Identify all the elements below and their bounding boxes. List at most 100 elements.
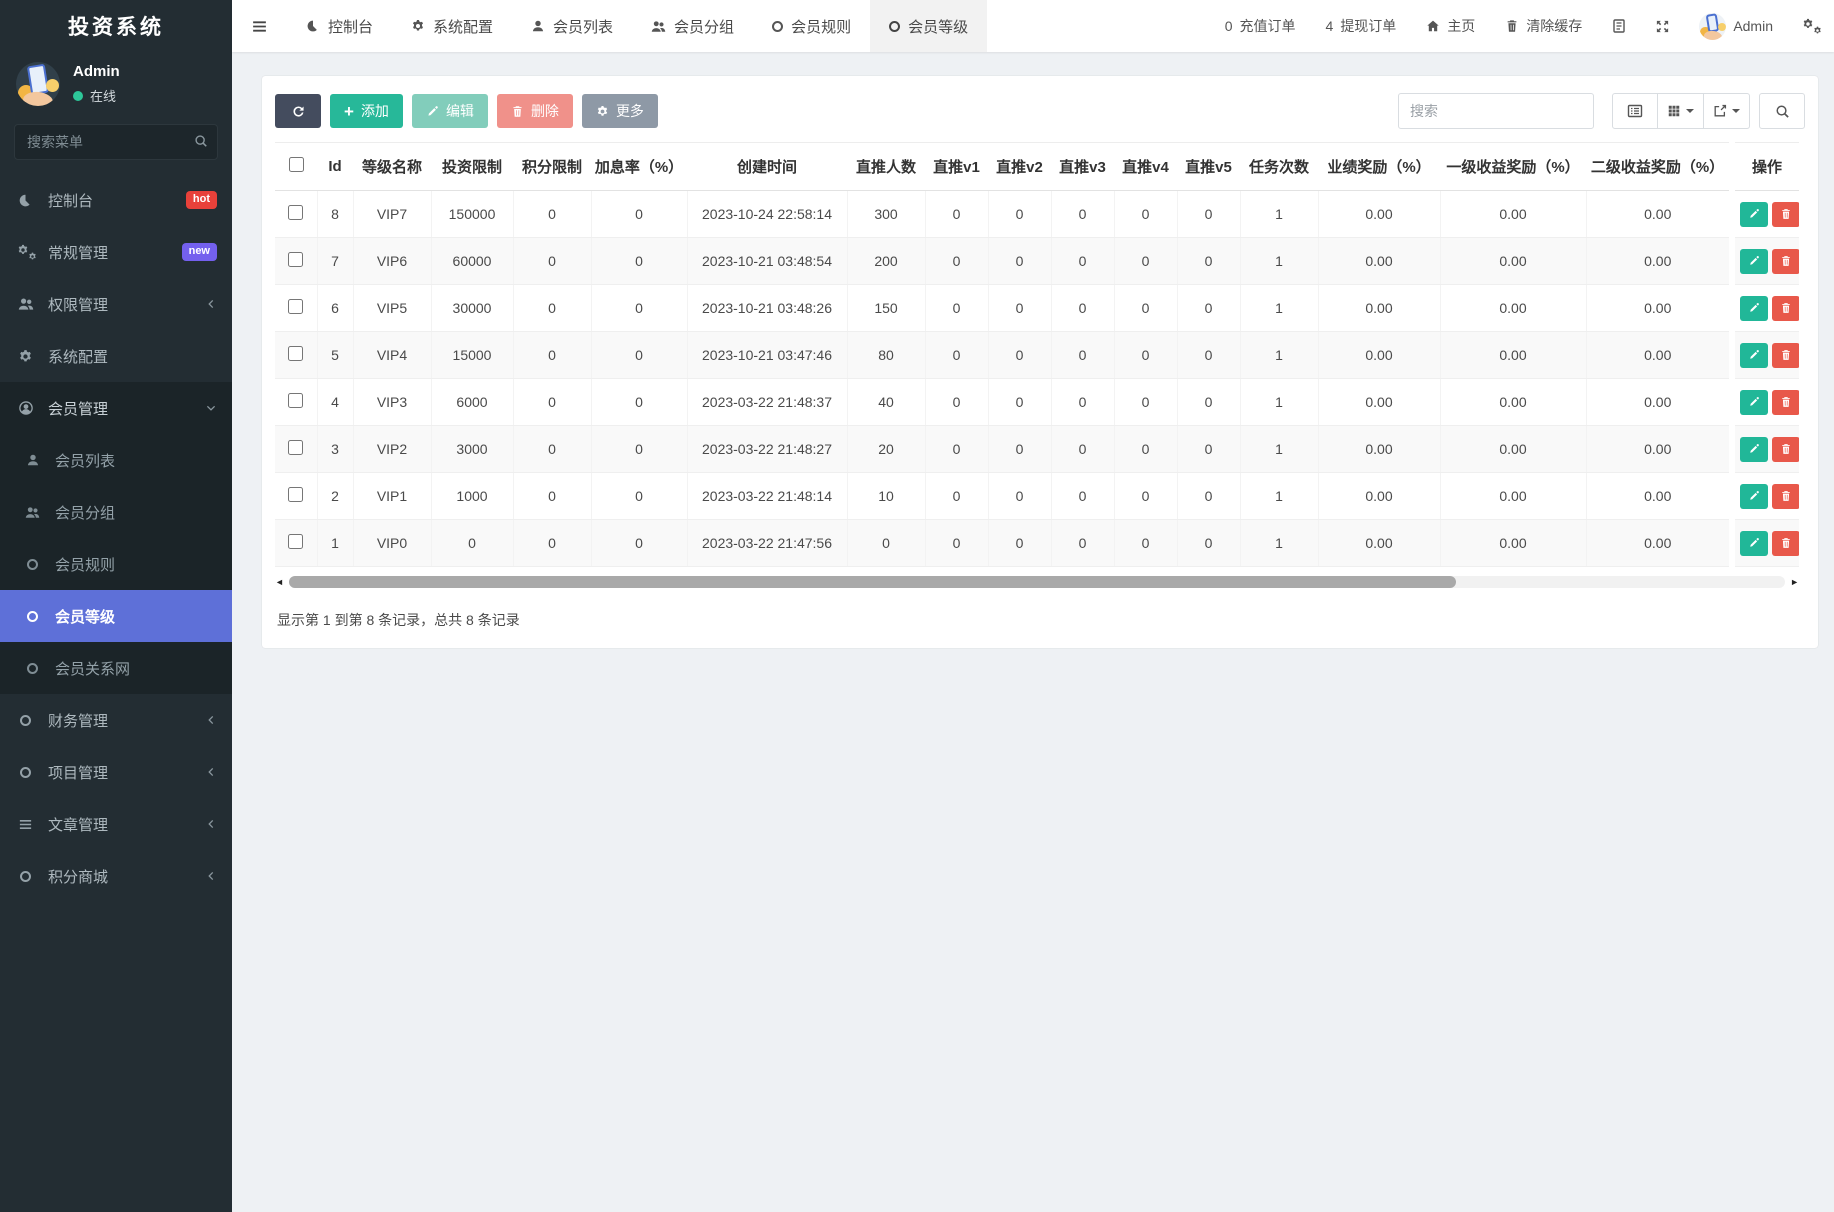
row-checkbox[interactable] bbox=[288, 252, 304, 267]
sidebar-item-articles[interactable]: 文章管理 bbox=[0, 798, 232, 850]
sidebar-item-member-groups[interactable]: 会员分组 bbox=[0, 486, 232, 538]
delete-row-button[interactable] bbox=[1772, 483, 1799, 509]
fullscreen-icon[interactable] bbox=[1641, 0, 1684, 52]
edit-row-button[interactable] bbox=[1740, 201, 1768, 227]
edit-row-button[interactable] bbox=[1740, 295, 1768, 321]
scrollbar-track[interactable] bbox=[288, 576, 1786, 588]
edit-row-button[interactable] bbox=[1740, 530, 1768, 556]
cell-direct-count: 20 bbox=[847, 425, 926, 473]
columns-dropdown-button[interactable] bbox=[1658, 93, 1704, 129]
cell-created-at: 2023-03-22 21:48:14 bbox=[687, 472, 848, 520]
sidebar-item-projects[interactable]: 项目管理 bbox=[0, 746, 232, 798]
sidebar-item-member-list[interactable]: 会员列表 bbox=[0, 434, 232, 486]
add-button[interactable]: + 添加 bbox=[330, 94, 403, 128]
column-header-level1-reward: 一级收益奖励（%） bbox=[1440, 142, 1586, 191]
withdraw-orders-link[interactable]: 4 提现订单 bbox=[1311, 0, 1412, 52]
tab-label: 控制台 bbox=[328, 18, 374, 36]
advanced-search-button[interactable] bbox=[1759, 93, 1805, 129]
cell-level2-reward: 0.00 bbox=[1586, 284, 1733, 332]
table-row: 8 VIP7 150000 0 0 2023-10-24 22:58:14 30… bbox=[275, 190, 1799, 238]
row-select-cell bbox=[275, 519, 318, 567]
cell-direct-count: 10 bbox=[847, 472, 926, 520]
sidebar-item-member-levels[interactable]: 会员等级 bbox=[0, 590, 232, 642]
language-icon[interactable] bbox=[1597, 0, 1641, 52]
row-checkbox[interactable] bbox=[288, 205, 304, 220]
delete-button[interactable]: 删除 bbox=[496, 94, 573, 128]
table-search-input[interactable] bbox=[1398, 93, 1594, 129]
hamburger-menu-icon[interactable] bbox=[232, 0, 287, 52]
export-dropdown-button[interactable] bbox=[1704, 93, 1750, 129]
content-area: + 添加 编辑 删除 更多 bbox=[232, 52, 1834, 648]
sidebar-item-system-config[interactable]: 系统配置 bbox=[0, 330, 232, 382]
cell-level1-reward: 0.00 bbox=[1440, 190, 1587, 238]
scroll-right-arrow-icon[interactable]: ► bbox=[1790, 576, 1799, 587]
edit-row-button[interactable] bbox=[1740, 483, 1768, 509]
cell-created-at: 2023-10-21 03:48:26 bbox=[687, 284, 848, 332]
sidebar-item-label: 文章管理 bbox=[48, 816, 109, 834]
scroll-left-arrow-icon[interactable]: ◄ bbox=[275, 576, 284, 587]
delete-row-button[interactable] bbox=[1772, 342, 1799, 368]
delete-row-button[interactable] bbox=[1772, 530, 1799, 556]
sidebar-item-dashboard[interactable]: 控制台 hot bbox=[0, 174, 232, 226]
sidebar-item-member-rules[interactable]: 会员规则 bbox=[0, 538, 232, 590]
toggle-view-button[interactable] bbox=[1612, 93, 1658, 129]
cell-actions bbox=[1729, 331, 1799, 379]
row-checkbox[interactable] bbox=[288, 487, 304, 502]
sidebar-item-general[interactable]: 常规管理 new bbox=[0, 226, 232, 278]
refresh-button[interactable] bbox=[275, 94, 321, 128]
user-menu[interactable]: Admin bbox=[1684, 0, 1788, 52]
cell-interest-rate: 0 bbox=[591, 284, 688, 332]
sidebar-item-member-network[interactable]: 会员关系网 bbox=[0, 642, 232, 694]
edit-row-button[interactable] bbox=[1740, 389, 1768, 415]
sidebar-item-finance[interactable]: 财务管理 bbox=[0, 694, 232, 746]
sidebar-item-member-management[interactable]: 会员管理 bbox=[0, 382, 232, 434]
tab-system-config[interactable]: 系统配置 bbox=[392, 0, 512, 52]
tab-dashboard[interactable]: 控制台 bbox=[287, 0, 392, 52]
row-checkbox[interactable] bbox=[288, 346, 304, 361]
tab-member-rules[interactable]: 会员规则 bbox=[753, 0, 870, 52]
cell-level1-reward: 0.00 bbox=[1440, 237, 1587, 285]
user-icon bbox=[22, 453, 43, 467]
cell-points-limit: 0 bbox=[513, 519, 592, 567]
edit-row-button[interactable] bbox=[1740, 248, 1768, 274]
column-header-v5: 直推v5 bbox=[1177, 142, 1240, 191]
scrollbar-thumb[interactable] bbox=[288, 576, 1456, 588]
row-checkbox[interactable] bbox=[288, 299, 304, 314]
tab-member-list[interactable]: 会员列表 bbox=[512, 0, 632, 52]
cell-actions bbox=[1729, 190, 1799, 238]
select-all-checkbox[interactable] bbox=[288, 157, 304, 172]
row-checkbox[interactable] bbox=[288, 534, 304, 549]
edit-row-button[interactable] bbox=[1740, 436, 1768, 462]
cell-v5: 0 bbox=[1177, 331, 1241, 379]
row-checkbox[interactable] bbox=[288, 393, 304, 408]
delete-row-button[interactable] bbox=[1772, 201, 1799, 227]
clear-cache-link[interactable]: 清除缓存 bbox=[1490, 0, 1597, 52]
more-button[interactable]: 更多 bbox=[581, 94, 658, 128]
edit-button[interactable]: 编辑 bbox=[411, 94, 488, 128]
tab-member-groups[interactable]: 会员分组 bbox=[632, 0, 753, 52]
settings-cogs-icon[interactable] bbox=[1788, 0, 1834, 52]
cell-interest-rate: 0 bbox=[591, 237, 688, 285]
recharge-orders-count: 0 bbox=[1224, 18, 1233, 34]
cell-interest-rate: 0 bbox=[591, 472, 688, 520]
recharge-orders-link[interactable]: 0 充值订单 bbox=[1210, 0, 1311, 52]
edit-row-button[interactable] bbox=[1740, 342, 1768, 368]
delete-row-button[interactable] bbox=[1772, 248, 1799, 274]
cell-perf-reward: 0.00 bbox=[1318, 519, 1441, 567]
delete-row-button[interactable] bbox=[1772, 389, 1799, 415]
tab-member-levels[interactable]: 会员等级 bbox=[870, 0, 988, 52]
cell-level-name: VIP2 bbox=[353, 425, 432, 473]
row-checkbox[interactable] bbox=[288, 440, 304, 455]
delete-row-button[interactable] bbox=[1772, 295, 1799, 321]
delete-row-button[interactable] bbox=[1772, 436, 1799, 462]
column-header-level2-reward: 二级收益奖励（%） bbox=[1586, 142, 1732, 191]
cell-actions bbox=[1729, 237, 1799, 285]
sidebar-item-points-mall[interactable]: 积分商城 bbox=[0, 850, 232, 902]
cell-v2: 0 bbox=[988, 519, 1052, 567]
sidebar-item-permissions[interactable]: 权限管理 bbox=[0, 278, 232, 330]
column-header-v4: 直推v4 bbox=[1114, 142, 1177, 191]
edit-button-label: 编辑 bbox=[445, 103, 474, 119]
cell-perf-reward: 0.00 bbox=[1318, 425, 1441, 473]
sidebar-search-input[interactable] bbox=[14, 124, 218, 160]
home-link[interactable]: 主页 bbox=[1411, 0, 1490, 52]
